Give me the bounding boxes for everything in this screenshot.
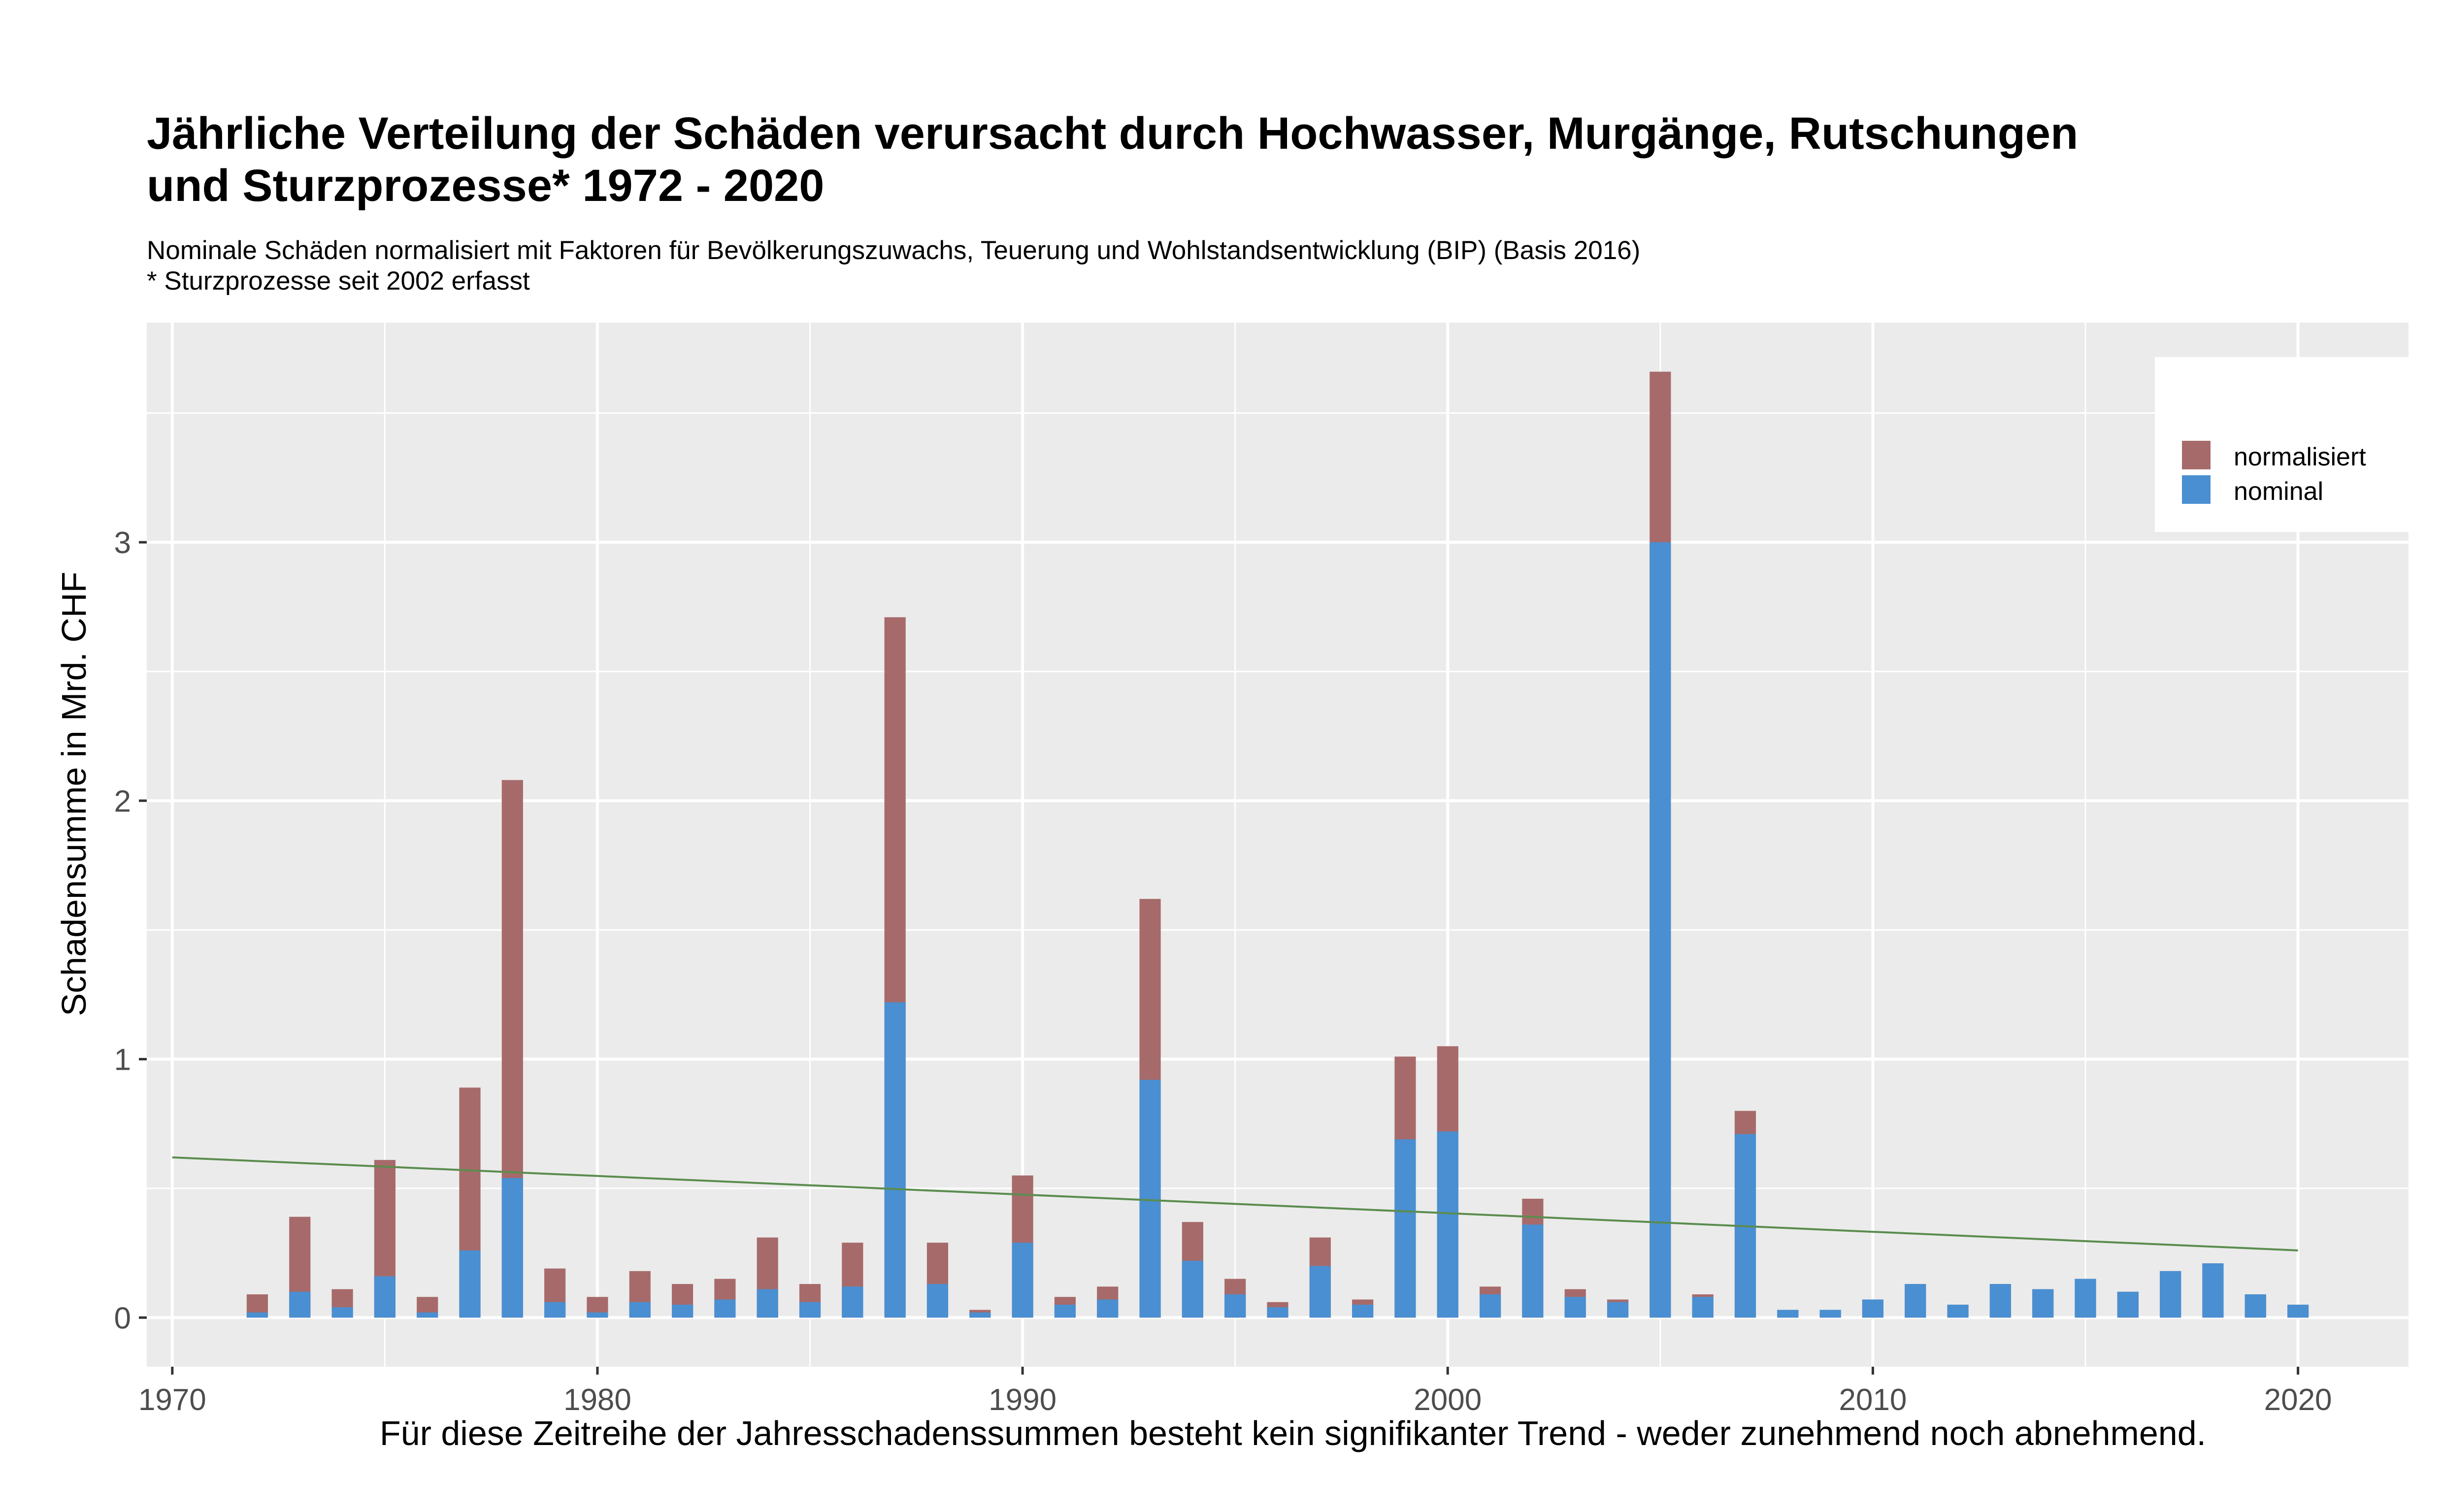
chart-title-line-2: und Sturzprozesse* 1972 - 2020	[147, 161, 825, 211]
bar-nominal-1999	[1394, 1139, 1416, 1318]
y-tick-label: 1	[114, 1043, 131, 1077]
bar-nominal-2010	[1862, 1299, 1883, 1318]
bar-nominal-2009	[1819, 1310, 1841, 1318]
bar-nominal-1982	[672, 1305, 693, 1318]
chart-title-line-1: Jährliche Verteilung der Schäden verursa…	[147, 108, 2079, 159]
y-tick-label: 0	[114, 1301, 131, 1335]
x-tick-label: 2000	[1414, 1383, 1482, 1417]
bar-nominal-2015	[2075, 1279, 2096, 1318]
bar-nominal-1998	[1352, 1305, 1374, 1318]
bar-nominal-1988	[926, 1284, 949, 1318]
bar-nominal-2003	[1564, 1297, 1586, 1318]
bar-nominal-2006	[1692, 1297, 1714, 1318]
bar-nominal-1991	[1054, 1305, 1076, 1318]
bar-nominal-1995	[1224, 1294, 1246, 1318]
bar-nominal-2017	[2160, 1271, 2181, 1318]
bar-nominal-2014	[2032, 1289, 2054, 1318]
bar-nominal-1994	[1182, 1260, 1203, 1318]
bar-nominal-1989	[969, 1312, 991, 1318]
legend: normalisiert nominal	[2155, 357, 2409, 532]
bar-nominal-1980	[587, 1312, 608, 1318]
bar-nominal-2005	[1650, 542, 1671, 1318]
x-tick-label: 2010	[1839, 1383, 1907, 1417]
y-axis: 0 1 2 3	[114, 526, 147, 1335]
bar-nominal-2012	[1947, 1305, 1969, 1318]
bar-nominal-2020	[2287, 1305, 2309, 1318]
bar-nominal-1987	[884, 1002, 906, 1318]
trend-line	[172, 1156, 2298, 1251]
bar-nominal-1973	[289, 1291, 311, 1318]
bar-nominal-1976	[417, 1312, 438, 1318]
bar-nominal-1975	[374, 1276, 396, 1318]
bar-nominal-1983	[714, 1299, 736, 1318]
bar-nominal-1992	[1097, 1299, 1119, 1318]
chart-subtitle: Nominale Schäden normalisiert mit Faktor…	[147, 235, 2363, 296]
y-tick-label: 3	[114, 526, 131, 560]
bar-nominal-1990	[1012, 1243, 1033, 1318]
legend-key-nominal	[2182, 475, 2211, 504]
bar-nominal-2013	[1989, 1284, 2011, 1318]
bar-nominal-1978	[501, 1178, 523, 1318]
legend-key-normalisiert	[2182, 441, 2211, 469]
bar-nominal-2002	[1522, 1224, 1544, 1318]
bar-nominal-2008	[1777, 1310, 1799, 1318]
bar-nominal-1972	[246, 1312, 268, 1318]
bar-nominal-2001	[1480, 1294, 1501, 1318]
x-tick-label: 1990	[989, 1383, 1056, 1417]
x-axis-label: Für diese Zeitreihe der Jahresschadenssu…	[379, 1414, 2207, 1452]
bar-nominal-1979	[544, 1302, 566, 1318]
x-tick-label: 2020	[2264, 1383, 2332, 1417]
chart-subtitle-line-1: Nominale Schäden normalisiert mit Faktor…	[147, 236, 1641, 265]
bar-nominal-1986	[842, 1286, 863, 1318]
y-tick-label: 2	[114, 785, 131, 819]
bar-nominal-1996	[1267, 1307, 1288, 1318]
plot-panel	[147, 323, 2409, 1367]
y-axis-label: Schadensumme in Mrd. CHF	[55, 571, 93, 1017]
bar-nominal-1981	[629, 1302, 651, 1318]
legend-label-nominal: nominal	[2234, 477, 2323, 506]
bar-nominal-1997	[1309, 1266, 1331, 1318]
legend-label-normalisiert: normalisiert	[2234, 443, 2366, 471]
bar-nominal-2016	[2117, 1291, 2139, 1318]
bar-nominal-2004	[1607, 1302, 1629, 1318]
x-axis: 1970 1980 1990 2000 2010 2020	[138, 1367, 2332, 1417]
bar-nominal-1985	[799, 1302, 821, 1318]
bar-nominal-1977	[459, 1250, 481, 1318]
bar-nominal-1974	[331, 1307, 353, 1318]
bar-nominal-2000	[1437, 1131, 1458, 1318]
chart-title: Jährliche Verteilung der Schäden verursa…	[147, 107, 2363, 212]
x-tick-label: 1980	[563, 1383, 631, 1417]
chart-subtitle-line-2: * Sturzprozesse seit 2002 erfasst	[147, 266, 530, 296]
x-tick-label: 1970	[138, 1383, 206, 1417]
bar-nominal-2018	[2202, 1263, 2224, 1318]
bar-nominal-2011	[1905, 1284, 1926, 1318]
bar-nominal-1984	[757, 1289, 778, 1318]
series-nominal	[246, 542, 2309, 1318]
bar-nominal-2019	[2245, 1294, 2266, 1318]
bar-nominal-1993	[1139, 1080, 1161, 1318]
